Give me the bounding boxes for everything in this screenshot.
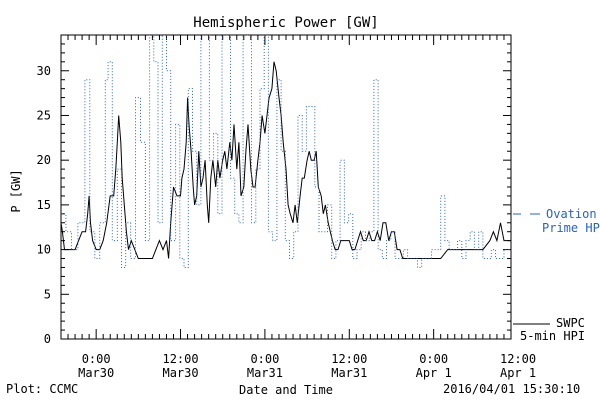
y-tick-label: 5 (44, 287, 51, 301)
x-tick-label-date: Mar31 (331, 366, 367, 380)
x-tick-label-time: 12:00 (331, 352, 367, 366)
chart-title: Hemispheric Power [GW] (193, 15, 378, 31)
legend-label-swpc-line1: SWPC (556, 316, 585, 330)
x-tick-label-time: 12:00 (500, 352, 536, 366)
y-tick-label: 30 (37, 64, 51, 78)
y-tick-label: 15 (37, 198, 51, 212)
x-axis-title: Date and Time (239, 383, 333, 397)
x-tick-label-time: 0:00 (82, 352, 111, 366)
y-axis-title: P [GW] (9, 169, 23, 212)
x-tick-label-time: 0:00 (250, 352, 279, 366)
x-tick-label-date: Apr 1 (500, 366, 536, 380)
series-line-swpc (61, 61, 511, 259)
y-tick-label: 0 (44, 332, 51, 346)
legend-label-ovation-line1: Ovation (546, 207, 597, 221)
x-tick-label-date: Apr 1 (416, 366, 452, 380)
legend-label-ovation-line2: Prime HPI (542, 221, 600, 235)
x-tick-label-time: 12:00 (162, 352, 198, 366)
plot-timestamp: 2016/04/01 15:30:10 (443, 382, 581, 396)
y-axis-ticks: 0 5 10 15 20 25 30 (37, 34, 511, 346)
y-tick-label: 10 (37, 243, 51, 257)
plot-frame (60, 34, 512, 340)
y-tick-label: 25 (37, 108, 51, 122)
series-layer (61, 35, 511, 268)
y-tick-label: 20 (37, 153, 51, 167)
x-axis-ticks: 0:00Mar3012:00Mar300:00Mar3112:00Mar310:… (60, 35, 536, 380)
x-tick-label-time: 0:00 (419, 352, 448, 366)
series-line-ovation (61, 35, 511, 268)
plot-credit: Plot: CCMC (6, 382, 79, 396)
x-tick-label-date: Mar31 (247, 366, 283, 380)
x-tick-label-date: Mar30 (162, 366, 198, 380)
legend-label-swpc-line2: 5-min HPI (520, 329, 585, 343)
x-tick-label-date: Mar30 (78, 366, 114, 380)
